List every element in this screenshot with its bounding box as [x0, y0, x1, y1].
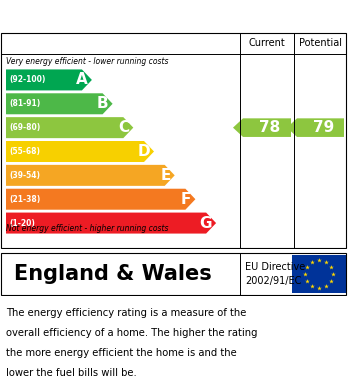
Text: 2002/91/EC: 2002/91/EC: [245, 276, 301, 285]
Text: E: E: [160, 168, 171, 183]
Text: (55-68): (55-68): [9, 147, 40, 156]
Text: B: B: [97, 96, 109, 111]
Polygon shape: [6, 93, 113, 114]
Text: the more energy efficient the home is and the: the more energy efficient the home is an…: [6, 348, 237, 358]
Text: C: C: [118, 120, 129, 135]
Polygon shape: [287, 118, 344, 137]
Polygon shape: [6, 141, 154, 162]
Text: (21-38): (21-38): [9, 195, 40, 204]
Text: (92-100): (92-100): [9, 75, 45, 84]
Polygon shape: [6, 117, 133, 138]
Text: EU Directive: EU Directive: [245, 262, 305, 273]
Text: Energy Efficiency Rating: Energy Efficiency Rating: [10, 7, 220, 22]
Text: G: G: [200, 215, 212, 231]
Text: overall efficiency of a home. The higher the rating: overall efficiency of a home. The higher…: [6, 328, 258, 338]
Text: (39-54): (39-54): [9, 171, 40, 180]
Text: F: F: [181, 192, 191, 207]
Text: 79: 79: [313, 120, 334, 135]
Text: lower the fuel bills will be.: lower the fuel bills will be.: [6, 368, 137, 378]
Polygon shape: [6, 189, 195, 210]
Text: (69-80): (69-80): [9, 123, 40, 132]
Text: A: A: [76, 72, 88, 88]
Polygon shape: [233, 118, 291, 137]
Text: 78: 78: [259, 120, 280, 135]
Text: (81-91): (81-91): [9, 99, 40, 108]
Polygon shape: [6, 70, 92, 90]
Text: Not energy efficient - higher running costs: Not energy efficient - higher running co…: [6, 224, 168, 233]
Text: The energy efficiency rating is a measure of the: The energy efficiency rating is a measur…: [6, 308, 246, 318]
Text: Current: Current: [248, 38, 285, 48]
Text: Very energy efficient - lower running costs: Very energy efficient - lower running co…: [6, 57, 168, 66]
Text: Potential: Potential: [299, 38, 341, 48]
Text: England & Wales: England & Wales: [14, 264, 212, 284]
Polygon shape: [6, 165, 175, 186]
Text: D: D: [137, 144, 150, 159]
Text: (1-20): (1-20): [9, 219, 35, 228]
Polygon shape: [6, 213, 216, 233]
Bar: [292, 255, 346, 293]
